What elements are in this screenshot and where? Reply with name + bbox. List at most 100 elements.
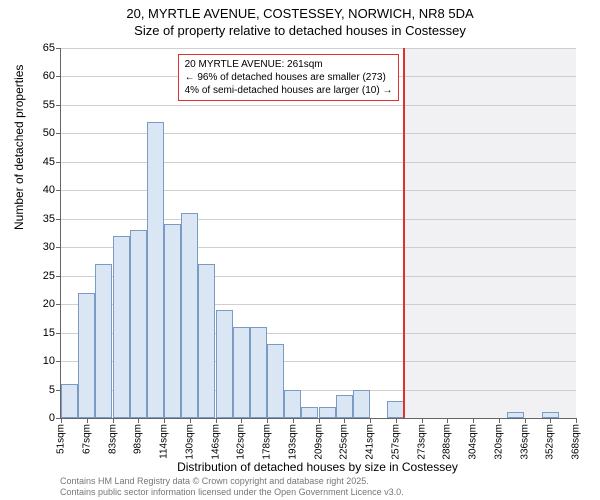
x-tick-label: 257sqm bbox=[390, 424, 401, 460]
y-tick-mark bbox=[56, 304, 61, 305]
annotation-line-1: 20 MYRTLE AVENUE: 261sqm bbox=[185, 58, 393, 71]
histogram-bar bbox=[336, 395, 353, 418]
histogram-bar bbox=[61, 384, 78, 418]
x-tick-label: 146sqm bbox=[210, 424, 221, 460]
x-tick-mark bbox=[344, 418, 345, 423]
histogram-bar bbox=[387, 401, 404, 418]
y-tick-mark bbox=[56, 76, 61, 77]
histogram-bar bbox=[284, 390, 301, 418]
x-tick-mark bbox=[396, 418, 397, 423]
y-tick-mark bbox=[56, 162, 61, 163]
x-tick-label: 304sqm bbox=[468, 424, 479, 460]
x-tick-mark bbox=[216, 418, 217, 423]
x-tick-label: 368sqm bbox=[571, 424, 582, 460]
histogram-bar bbox=[353, 390, 370, 418]
histogram-bar bbox=[216, 310, 233, 418]
x-tick-label: 336sqm bbox=[519, 424, 530, 460]
x-tick-mark bbox=[61, 418, 62, 423]
footer-line-1: Contains HM Land Registry data © Crown c… bbox=[60, 476, 404, 487]
x-tick-mark bbox=[113, 418, 114, 423]
x-tick-mark bbox=[190, 418, 191, 423]
x-tick-label: 83sqm bbox=[107, 424, 118, 454]
histogram-bar bbox=[507, 412, 524, 418]
x-tick-label: 288sqm bbox=[442, 424, 453, 460]
y-tick-mark bbox=[56, 247, 61, 248]
y-tick-label: 40 bbox=[43, 184, 55, 196]
y-axis-label: Number of detached properties bbox=[12, 65, 26, 230]
histogram-bar bbox=[147, 122, 164, 418]
annotation-box: 20 MYRTLE AVENUE: 261sqm← 96% of detache… bbox=[178, 54, 400, 101]
x-tick-label: 352sqm bbox=[545, 424, 556, 460]
x-tick-label: 51sqm bbox=[56, 424, 67, 454]
y-tick-label: 20 bbox=[43, 298, 55, 310]
x-tick-mark bbox=[447, 418, 448, 423]
x-tick-label: 209sqm bbox=[313, 424, 324, 460]
x-tick-mark bbox=[241, 418, 242, 423]
y-tick-label: 30 bbox=[43, 241, 55, 253]
x-tick-mark bbox=[499, 418, 500, 423]
x-tick-mark bbox=[138, 418, 139, 423]
x-tick-label: 130sqm bbox=[184, 424, 195, 460]
x-tick-label: 320sqm bbox=[493, 424, 504, 460]
y-tick-label: 50 bbox=[43, 127, 55, 139]
y-tick-mark bbox=[56, 48, 61, 49]
y-tick-label: 5 bbox=[49, 384, 55, 396]
x-tick-mark bbox=[370, 418, 371, 423]
x-tick-label: 178sqm bbox=[262, 424, 273, 460]
histogram-bar bbox=[267, 344, 284, 418]
y-tick-mark bbox=[56, 361, 61, 362]
y-tick-mark bbox=[56, 276, 61, 277]
x-tick-label: 98sqm bbox=[133, 424, 144, 454]
x-tick-mark bbox=[525, 418, 526, 423]
y-tick-label: 25 bbox=[43, 270, 55, 282]
x-tick-mark bbox=[550, 418, 551, 423]
x-tick-mark bbox=[293, 418, 294, 423]
histogram-bar bbox=[181, 213, 198, 418]
histogram-bar bbox=[250, 327, 267, 418]
x-tick-label: 241sqm bbox=[365, 424, 376, 460]
x-tick-mark bbox=[473, 418, 474, 423]
x-tick-label: 162sqm bbox=[236, 424, 247, 460]
histogram-bar bbox=[319, 407, 336, 418]
chart-title: 20, MYRTLE AVENUE, COSTESSEY, NORWICH, N… bbox=[0, 0, 600, 40]
histogram-bar bbox=[233, 327, 250, 418]
histogram-bar bbox=[130, 230, 147, 418]
y-tick-label: 45 bbox=[43, 156, 55, 168]
histogram-bar bbox=[113, 236, 130, 418]
y-tick-label: 15 bbox=[43, 327, 55, 339]
x-tick-label: 273sqm bbox=[416, 424, 427, 460]
x-tick-label: 67sqm bbox=[81, 424, 92, 454]
x-tick-mark bbox=[319, 418, 320, 423]
x-tick-label: 225sqm bbox=[339, 424, 350, 460]
histogram-bar bbox=[164, 224, 181, 418]
x-tick-mark bbox=[87, 418, 88, 423]
y-tick-label: 35 bbox=[43, 213, 55, 225]
annotation-line-2: ← 96% of detached houses are smaller (27… bbox=[185, 71, 393, 84]
histogram-bar bbox=[301, 407, 318, 418]
y-tick-mark bbox=[56, 105, 61, 106]
y-tick-label: 60 bbox=[43, 70, 55, 82]
chart-container: 20, MYRTLE AVENUE, COSTESSEY, NORWICH, N… bbox=[0, 0, 600, 500]
histogram-bar bbox=[198, 264, 215, 418]
annotation-line-3: 4% of semi-detached houses are larger (1… bbox=[185, 84, 393, 97]
histogram-bar bbox=[78, 293, 95, 418]
x-tick-label: 114sqm bbox=[159, 424, 170, 459]
x-axis-label: Distribution of detached houses by size … bbox=[60, 460, 575, 474]
y-tick-mark bbox=[56, 219, 61, 220]
x-tick-mark bbox=[422, 418, 423, 423]
y-tick-mark bbox=[56, 190, 61, 191]
y-tick-label: 10 bbox=[43, 355, 55, 367]
y-tick-label: 65 bbox=[43, 42, 55, 54]
x-tick-mark bbox=[164, 418, 165, 423]
x-tick-mark bbox=[267, 418, 268, 423]
y-tick-mark bbox=[56, 333, 61, 334]
footer-attribution: Contains HM Land Registry data © Crown c… bbox=[60, 476, 404, 498]
histogram-bar bbox=[95, 264, 112, 418]
y-tick-label: 55 bbox=[43, 99, 55, 111]
y-tick-mark bbox=[56, 133, 61, 134]
shaded-region bbox=[403, 48, 576, 418]
x-tick-mark bbox=[576, 418, 577, 423]
marker-line bbox=[403, 48, 405, 418]
title-line-1: 20, MYRTLE AVENUE, COSTESSEY, NORWICH, N… bbox=[0, 6, 600, 23]
y-tick-label: 0 bbox=[49, 412, 55, 424]
